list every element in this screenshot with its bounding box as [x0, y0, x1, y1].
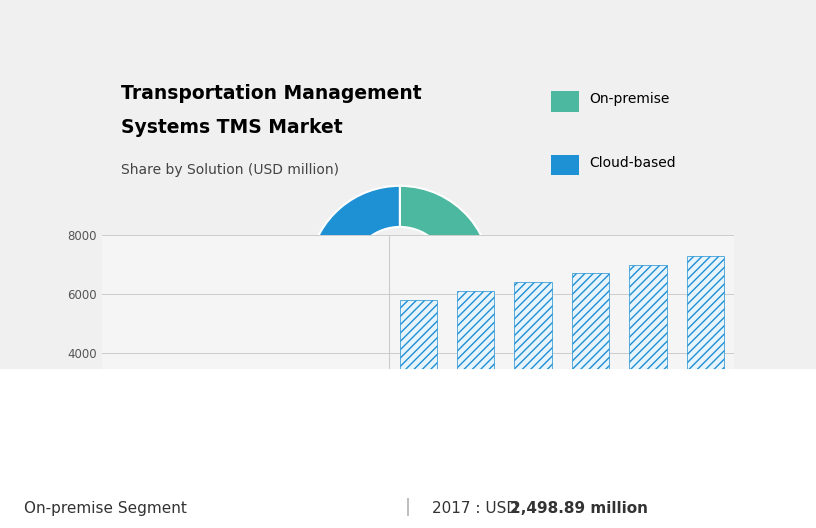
Text: On-premise Segment: On-premise Segment: [24, 502, 188, 516]
Text: Transportation Management: Transportation Management: [121, 84, 422, 103]
Bar: [551, 155, 579, 175]
Wedge shape: [308, 186, 400, 364]
Text: Cloud-based: Cloud-based: [589, 156, 676, 170]
Bar: [285, 389, 322, 470]
Bar: [227, 385, 264, 470]
Text: 2,498.89 million: 2,498.89 million: [510, 502, 648, 516]
Bar: [572, 274, 610, 470]
Bar: [629, 265, 667, 470]
Bar: [170, 391, 207, 470]
Bar: [112, 397, 149, 470]
Text: On-premise: On-premise: [589, 92, 669, 107]
Bar: [687, 256, 725, 470]
Bar: [400, 300, 437, 470]
Text: Share by Solution (USD million): Share by Solution (USD million): [121, 163, 339, 177]
Bar: [342, 381, 379, 470]
Bar: [551, 91, 579, 111]
Text: Systems TMS Market: Systems TMS Market: [121, 118, 343, 137]
Bar: [515, 282, 552, 470]
Text: |: |: [405, 498, 411, 516]
Bar: [457, 291, 494, 470]
Text: 2017 : USD: 2017 : USD: [432, 502, 524, 516]
Wedge shape: [371, 186, 491, 369]
